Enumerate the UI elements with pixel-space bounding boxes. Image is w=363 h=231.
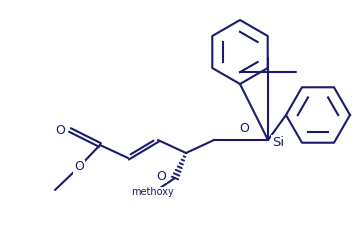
Text: O: O xyxy=(55,124,65,137)
Text: methoxy: methoxy xyxy=(131,187,174,197)
Text: O: O xyxy=(74,161,84,173)
Text: Si: Si xyxy=(272,136,284,149)
Text: O: O xyxy=(239,122,249,134)
Text: O: O xyxy=(239,122,249,134)
Text: Si: Si xyxy=(272,136,284,149)
Text: O: O xyxy=(156,170,166,182)
Text: O: O xyxy=(55,124,65,137)
Text: O: O xyxy=(74,161,84,173)
Text: O: O xyxy=(156,170,166,182)
Text: methoxy: methoxy xyxy=(131,187,174,197)
